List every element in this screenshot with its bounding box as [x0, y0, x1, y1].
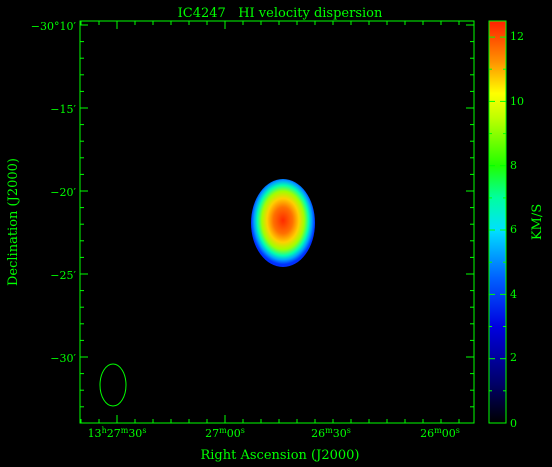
colorbar-tick-3: 6 — [510, 223, 517, 236]
colorbar-tick-labels: 0 2 4 6 8 10 12 — [510, 30, 524, 430]
y-tick-label-2: −20′ — [50, 186, 76, 199]
colorbar — [488, 20, 507, 424]
colorbar-tick-6: 12 — [510, 30, 524, 43]
colorbar-ticks — [489, 36, 506, 424]
y-tick-label-4: −30′ — [50, 352, 76, 365]
beam-ellipse — [99, 363, 127, 407]
plot-frame — [79, 20, 475, 424]
y-tick-labels: −30°10′ −15′ −20′ −25′ −30′ — [31, 20, 77, 365]
colorbar-tick-2: 4 — [510, 288, 517, 301]
x-axis-label: Right Ascension (J2000) — [200, 448, 359, 463]
y-ticks — [80, 24, 474, 408]
y-axis-label: Declination (J2000) — [6, 158, 21, 286]
colorbar-tick-1: 2 — [510, 351, 517, 364]
colorbar-tick-4: 8 — [510, 159, 517, 172]
y-tick-label-0: −30°10′ — [31, 20, 77, 33]
x-tick-label-3: 26m00s — [420, 426, 460, 440]
y-tick-label-1: −15′ — [50, 103, 76, 116]
colorbar-tick-5: 10 — [510, 95, 524, 108]
colorbar-label: KM/S — [530, 204, 545, 240]
x-tick-label-1: 27m00s — [205, 426, 245, 440]
chart-title: IC4247 HI velocity dispersion — [178, 6, 383, 21]
x-tick-label-0: 13h27m30s — [88, 426, 147, 440]
x-tick-label-2: 26m30s — [311, 426, 351, 440]
y-tick-label-3: −25′ — [50, 269, 76, 282]
colorbar-tick-0: 0 — [510, 417, 517, 430]
x-tick-labels: 13h27m30s 27m00s 26m30s 26m00s — [88, 426, 460, 440]
source-emission — [251, 179, 315, 267]
x-ticks — [80, 21, 460, 423]
